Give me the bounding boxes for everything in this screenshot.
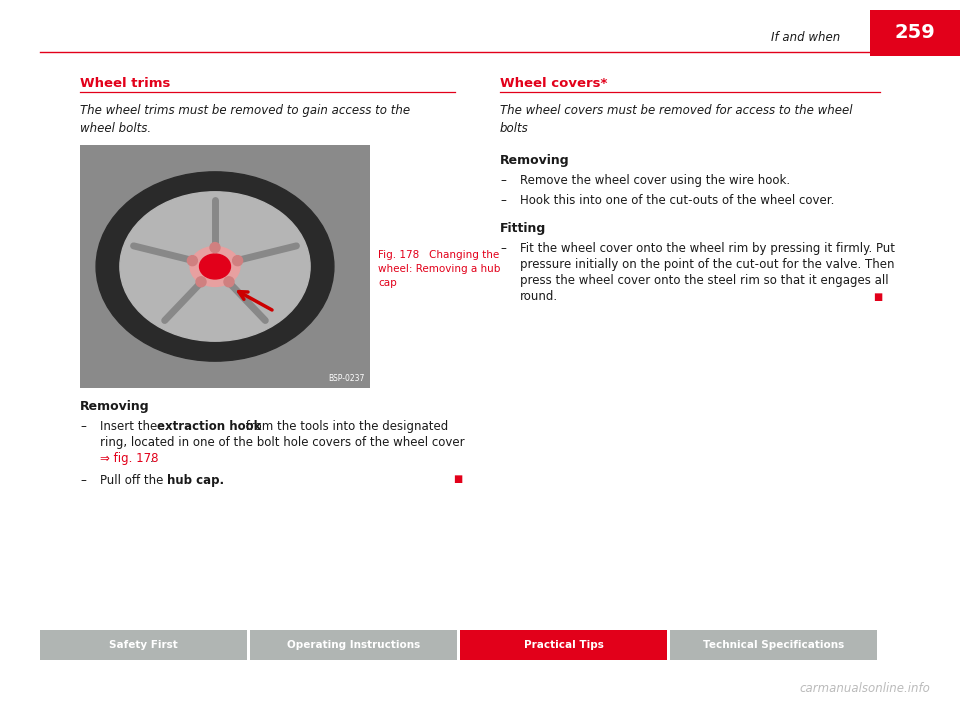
Text: ⇒ fig. 178: ⇒ fig. 178: [100, 452, 158, 465]
Text: press the wheel cover onto the steel rim so that it engages all: press the wheel cover onto the steel rim…: [520, 274, 889, 287]
Ellipse shape: [224, 277, 234, 287]
Text: Fit the wheel cover onto the wheel rim by pressing it firmly. Put: Fit the wheel cover onto the wheel rim b…: [520, 242, 895, 255]
Text: ring, located in one of the bolt hole covers of the wheel cover: ring, located in one of the bolt hole co…: [100, 436, 465, 449]
Text: pressure initially on the point of the cut-out for the valve. Then: pressure initially on the point of the c…: [520, 258, 895, 271]
Text: The wheel trims must be removed to gain access to the
wheel bolts.: The wheel trims must be removed to gain …: [80, 104, 410, 135]
Text: Fitting: Fitting: [500, 222, 546, 235]
Text: Removing: Removing: [500, 154, 569, 167]
Text: –: –: [500, 194, 506, 207]
FancyBboxPatch shape: [40, 630, 247, 660]
Text: carmanualsonline.info: carmanualsonline.info: [799, 682, 930, 695]
Text: ■: ■: [453, 474, 462, 484]
Text: Safety First: Safety First: [109, 640, 178, 650]
Ellipse shape: [196, 277, 206, 287]
Ellipse shape: [190, 247, 240, 287]
Text: BSP-0237: BSP-0237: [328, 374, 365, 383]
Text: hub cap.: hub cap.: [167, 474, 224, 487]
Ellipse shape: [200, 254, 230, 279]
Text: from the tools into the designated: from the tools into the designated: [242, 420, 448, 433]
Ellipse shape: [187, 256, 198, 266]
Text: Insert the: Insert the: [100, 420, 161, 433]
Ellipse shape: [96, 172, 334, 361]
Ellipse shape: [120, 192, 310, 341]
Text: Wheel covers*: Wheel covers*: [500, 77, 608, 90]
Text: round.: round.: [520, 290, 558, 303]
Text: extraction hook: extraction hook: [156, 420, 261, 433]
Text: Technical Specifications: Technical Specifications: [703, 640, 844, 650]
FancyBboxPatch shape: [250, 630, 457, 660]
Text: Removing: Removing: [80, 400, 150, 413]
Text: Practical Tips: Practical Tips: [523, 640, 604, 650]
Text: The wheel covers must be removed for access to the wheel
bolts: The wheel covers must be removed for acc…: [500, 104, 852, 135]
Text: –: –: [500, 242, 506, 255]
Ellipse shape: [210, 243, 220, 252]
Text: Wheel trims: Wheel trims: [80, 77, 170, 90]
Text: –: –: [80, 420, 85, 433]
Text: Hook this into one of the cut-outs of the wheel cover.: Hook this into one of the cut-outs of th…: [520, 194, 834, 207]
Text: If and when: If and when: [771, 31, 840, 44]
FancyBboxPatch shape: [460, 630, 667, 660]
Text: Fig. 178   Changing the
wheel: Removing a hub
cap: Fig. 178 Changing the wheel: Removing a …: [378, 250, 500, 288]
Text: ■: ■: [873, 292, 882, 302]
FancyBboxPatch shape: [80, 145, 370, 388]
FancyBboxPatch shape: [670, 630, 877, 660]
Ellipse shape: [232, 256, 243, 266]
Text: Operating Instructions: Operating Instructions: [287, 640, 420, 650]
Text: 259: 259: [895, 24, 935, 43]
Text: .: .: [150, 452, 154, 465]
Text: Remove the wheel cover using the wire hook.: Remove the wheel cover using the wire ho…: [520, 174, 790, 187]
FancyBboxPatch shape: [870, 10, 960, 56]
Text: –: –: [80, 474, 85, 487]
Text: Pull off the: Pull off the: [100, 474, 167, 487]
Text: –: –: [500, 174, 506, 187]
